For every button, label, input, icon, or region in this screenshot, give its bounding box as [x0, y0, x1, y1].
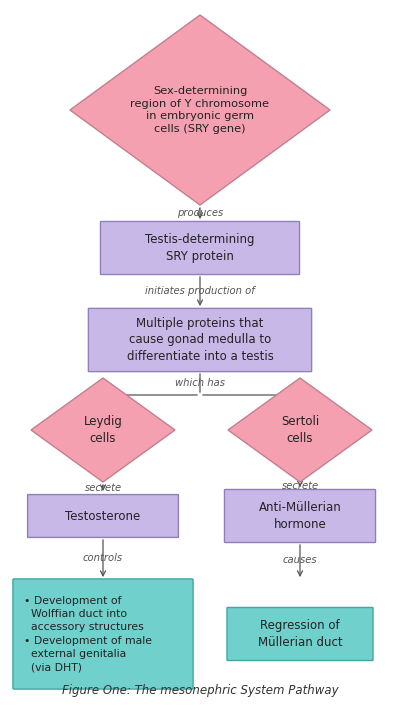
Text: secrete: secrete — [84, 483, 122, 493]
Text: Sertoli
cells: Sertoli cells — [281, 415, 319, 445]
Text: Regression of
Müllerian duct: Regression of Müllerian duct — [258, 619, 342, 649]
Text: causes: causes — [283, 555, 317, 565]
Text: Sex-determining
region of Y chromosome
in embryonic germ
cells (SRY gene): Sex-determining region of Y chromosome i… — [130, 86, 270, 134]
Text: secrete: secrete — [282, 481, 318, 491]
Text: initiates production of: initiates production of — [145, 286, 255, 296]
Text: Testis-determining
SRY protein: Testis-determining SRY protein — [145, 233, 255, 263]
Text: Testosterone: Testosterone — [65, 510, 141, 522]
Polygon shape — [70, 15, 330, 205]
FancyBboxPatch shape — [13, 579, 193, 689]
Text: Multiple proteins that
cause gonad medulla to
differentiate into a testis: Multiple proteins that cause gonad medul… — [126, 317, 274, 364]
Text: • Development of
  Wolffian duct into
  accessory structures
• Development of ma: • Development of Wolffian duct into acce… — [24, 596, 152, 672]
FancyBboxPatch shape — [28, 495, 178, 537]
Text: Figure One: The mesonephric System Pathway: Figure One: The mesonephric System Pathw… — [62, 684, 338, 697]
Polygon shape — [31, 378, 175, 482]
FancyBboxPatch shape — [88, 308, 312, 372]
FancyBboxPatch shape — [224, 489, 376, 543]
Text: Anti-Müllerian
hormone: Anti-Müllerian hormone — [259, 501, 341, 531]
Text: controls: controls — [83, 553, 123, 563]
Polygon shape — [228, 378, 372, 482]
FancyBboxPatch shape — [100, 221, 300, 274]
FancyBboxPatch shape — [227, 608, 373, 661]
Text: produces: produces — [177, 208, 223, 218]
Text: which has: which has — [175, 378, 225, 388]
Text: Leydig
cells: Leydig cells — [84, 415, 122, 445]
